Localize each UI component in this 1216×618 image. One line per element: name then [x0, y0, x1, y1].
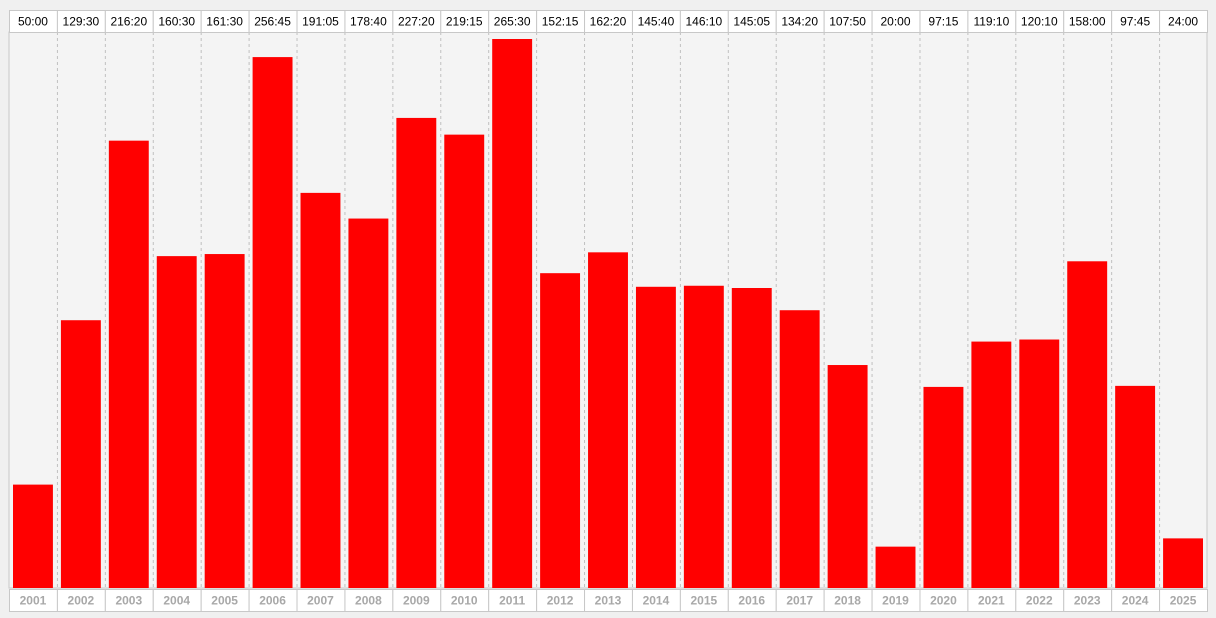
bar-2018[interactable] — [827, 365, 868, 588]
value-label-2022: 120:10 — [1021, 15, 1058, 29]
bar-2016[interactable] — [731, 287, 772, 588]
value-label-2010: 219:15 — [446, 15, 483, 29]
bar-2011[interactable] — [492, 39, 533, 588]
value-label-2002: 129:30 — [63, 15, 100, 29]
bar-2015[interactable] — [683, 285, 724, 588]
category-label-2014: 2014 — [643, 594, 670, 608]
value-label-2021: 119:10 — [973, 15, 1009, 29]
category-label-2021: 2021 — [978, 594, 1005, 608]
category-axis: 2001 2002 2003 2004 2005 2006 2007 2008 2009 2010… — [9, 589, 1208, 612]
value-label-2003: 216:20 — [110, 15, 147, 29]
category-label-2012: 2012 — [547, 594, 574, 608]
value-label-2013: 162:20 — [590, 15, 627, 29]
value-label-2008: 178:40 — [350, 15, 387, 29]
value-label-2014: 145:40 — [638, 15, 675, 29]
bar-2019[interactable] — [875, 546, 916, 588]
bar-2008[interactable] — [348, 218, 389, 588]
category-label-2022: 2022 — [1026, 594, 1053, 608]
category-label-2024: 2024 — [1122, 594, 1149, 608]
value-label-2007: 191:05 — [302, 15, 339, 29]
bar-2007[interactable] — [300, 192, 341, 589]
category-label-2025: 2025 — [1170, 594, 1197, 608]
bar-2005[interactable] — [204, 254, 245, 588]
category-label-2008: 2008 — [355, 594, 382, 608]
grid-lines — [56, 32, 1161, 588]
bar-2003[interactable] — [108, 140, 149, 588]
value-label-2011: 265:30 — [494, 15, 531, 29]
bar-2023[interactable] — [1067, 261, 1108, 588]
category-label-2013: 2013 — [595, 594, 622, 608]
bar-2025[interactable] — [1163, 538, 1203, 588]
bar-2024[interactable] — [1115, 385, 1156, 588]
value-label-row: 50:00 129:30 216:20 160:30 161:30 256:45 191:0… — [9, 10, 1208, 33]
category-label-2020: 2020 — [930, 594, 957, 608]
value-label-2017: 134:20 — [781, 15, 818, 29]
bar-2002[interactable] — [60, 320, 101, 588]
value-label-2018: 107:50 — [829, 15, 866, 29]
bar-2014[interactable] — [635, 286, 676, 588]
value-label-2009: 227:20 — [398, 15, 435, 29]
bar-2020[interactable] — [923, 386, 964, 588]
bar-2010[interactable] — [444, 134, 485, 588]
value-label-2001: 50:00 — [18, 15, 48, 29]
bar-2013[interactable] — [588, 252, 628, 588]
bar-2021[interactable] — [971, 341, 1012, 588]
value-label-2004: 160:30 — [158, 15, 195, 29]
bar-2009[interactable] — [396, 117, 437, 588]
bar-2004[interactable] — [156, 256, 197, 588]
category-label-2011: 2011 — [499, 594, 525, 608]
category-label-2019: 2019 — [882, 594, 909, 608]
category-label-2018: 2018 — [834, 594, 861, 608]
value-label-2023: 158:00 — [1069, 15, 1106, 29]
category-label-2015: 2015 — [690, 594, 717, 608]
category-label-2002: 2002 — [68, 594, 95, 608]
category-label-2004: 2004 — [163, 594, 190, 608]
value-label-2016: 145:05 — [733, 15, 770, 29]
category-label-2005: 2005 — [211, 594, 238, 608]
value-label-2020: 97:15 — [928, 15, 958, 29]
value-label-2019: 20:00 — [881, 15, 911, 29]
category-label-2006: 2006 — [259, 594, 286, 608]
value-label-2024: 97:45 — [1120, 15, 1150, 29]
value-label-2012: 152:15 — [542, 15, 579, 29]
category-label-box-2025 — [1159, 589, 1208, 612]
value-label-2005: 161:30 — [206, 15, 243, 29]
value-label-box-2025 — [1159, 10, 1208, 33]
bar-2022[interactable] — [1019, 339, 1060, 588]
category-label-2009: 2009 — [403, 594, 430, 608]
category-label-2003: 2003 — [115, 594, 142, 608]
category-label-2016: 2016 — [738, 594, 765, 608]
bars — [13, 39, 1203, 589]
category-label-2007: 2007 — [307, 594, 334, 608]
category-label-2010: 2010 — [451, 594, 478, 608]
value-label-2025: 24:00 — [1168, 15, 1198, 29]
value-label-2015: 146:10 — [685, 15, 722, 29]
value-label-2006: 256:45 — [254, 15, 291, 29]
category-label-2001: 2001 — [20, 594, 47, 608]
bar-2017[interactable] — [779, 310, 820, 588]
bar-2001[interactable] — [13, 484, 53, 588]
category-label-2017: 2017 — [786, 594, 813, 608]
bar-2006[interactable] — [252, 57, 293, 589]
bar-2012[interactable] — [540, 273, 581, 588]
category-label-2023: 2023 — [1074, 594, 1101, 608]
